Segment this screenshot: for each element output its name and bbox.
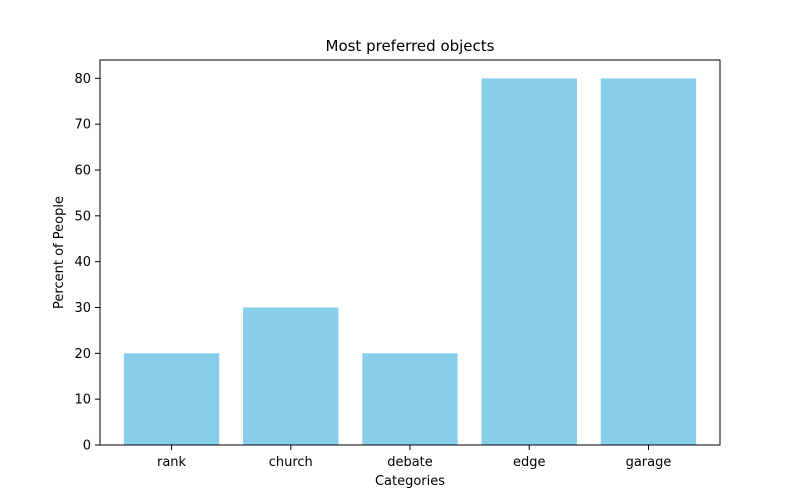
y-tick-label: 30 <box>74 301 91 316</box>
bar-garage <box>600 78 697 445</box>
bar-debate <box>362 353 458 445</box>
y-tick-label: 20 <box>74 347 91 362</box>
x-tick-label-rank: rank <box>157 455 187 470</box>
y-tick-label: 40 <box>74 255 91 270</box>
x-tick-label-church: church <box>269 455 313 470</box>
bars-layer <box>123 78 697 445</box>
y-tick-label: 10 <box>74 393 91 408</box>
y-axis-ticks: 0 10 20 30 40 50 60 70 80 <box>74 72 100 454</box>
y-tick-label: 70 <box>74 118 91 133</box>
x-tick-label-debate: debate <box>387 455 433 470</box>
y-axis-title: Percent of People <box>52 196 67 309</box>
x-tick-label-edge: edge <box>513 455 546 470</box>
x-axis-title: Categories <box>375 474 445 489</box>
x-axis-ticks: rank church debate edge garage <box>157 445 671 470</box>
y-tick-label: 80 <box>74 72 91 87</box>
y-tick-label: 60 <box>74 164 91 179</box>
y-tick-label: 0 <box>83 439 91 454</box>
chart-title: Most preferred objects <box>326 37 495 55</box>
bar-church <box>243 307 339 445</box>
bar-edge <box>481 78 577 445</box>
y-tick-label: 50 <box>74 209 91 224</box>
bar-rank <box>123 353 220 445</box>
x-tick-label-garage: garage <box>626 455 672 470</box>
